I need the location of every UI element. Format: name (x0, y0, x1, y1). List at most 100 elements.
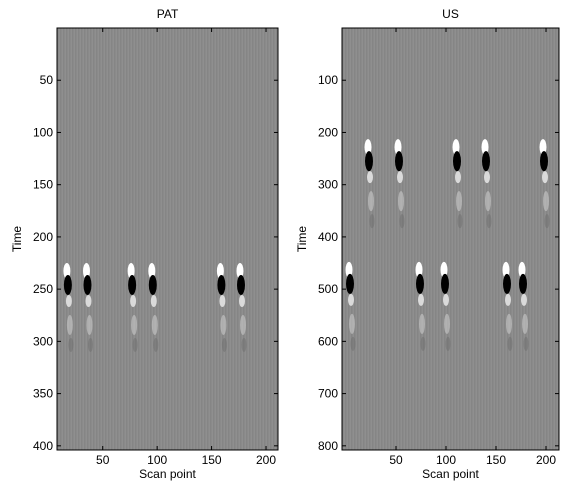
image-texture (342, 28, 559, 450)
blob-white (505, 293, 511, 306)
y-tick-label: 50 (40, 73, 54, 87)
blob-white (345, 261, 353, 278)
y-tick-label: 700 (318, 387, 338, 401)
x-axis-label: Scan point (139, 467, 196, 481)
blob-tail (445, 336, 451, 351)
blob-tail (368, 191, 374, 212)
y-tick-label: 800 (318, 439, 338, 453)
blob-white (236, 262, 244, 279)
y-axis-label: Time (10, 226, 24, 253)
y-tick-label: 300 (33, 334, 53, 348)
blob-white (238, 294, 245, 307)
x-tick-label: 50 (96, 453, 110, 467)
blob-white (455, 171, 461, 184)
signal-blob (518, 261, 529, 351)
blob-tail (399, 214, 405, 229)
y-tick-label: 250 (33, 282, 53, 296)
blob-black (482, 151, 490, 172)
x-tick-label: 150 (202, 453, 222, 467)
blob-tail (131, 314, 138, 335)
blob-black (519, 273, 527, 294)
image-texture (57, 28, 278, 450)
blob-white (348, 293, 354, 306)
blob-white (394, 139, 402, 156)
signal-blob (394, 139, 405, 229)
blob-white (130, 294, 137, 307)
y-tick-label: 600 (318, 334, 338, 348)
blob-white (521, 293, 527, 306)
blob-black (148, 274, 157, 295)
blob-black (217, 274, 226, 295)
blob-white (82, 262, 90, 279)
signal-blob (452, 139, 463, 229)
blob-black (540, 151, 548, 172)
blob-tail (485, 191, 491, 212)
y-tick-label: 200 (318, 125, 338, 139)
blob-tail (398, 191, 404, 212)
blob-white (63, 262, 71, 279)
blob-white (502, 261, 510, 278)
x-tick-label: 100 (147, 453, 167, 467)
blob-white (364, 139, 372, 156)
blob-white (452, 139, 460, 156)
blob-black (63, 274, 72, 295)
chart-title: PAT (157, 7, 179, 21)
blob-white (415, 261, 423, 278)
y-tick-label: 200 (33, 230, 53, 244)
signal-blob (481, 139, 492, 229)
blob-tail (66, 314, 73, 335)
blob-white (440, 261, 448, 278)
blob-tail (349, 313, 355, 334)
blob-white (150, 294, 157, 307)
blob-tail (506, 313, 512, 334)
blob-black (441, 273, 449, 294)
signal-blob (502, 261, 513, 351)
plot-frame (341, 27, 560, 451)
blob-tail (151, 314, 158, 335)
blob-black (453, 151, 461, 172)
blob-white (484, 171, 490, 184)
blob-tail (522, 313, 528, 334)
blob-white (539, 139, 547, 156)
blob-tail (153, 337, 159, 352)
blob-tail (221, 337, 227, 352)
y-tick-label: 400 (33, 439, 53, 453)
blob-tail (350, 336, 356, 351)
blob-tail (457, 214, 463, 229)
blob-white (148, 262, 156, 279)
blob-tail (68, 337, 74, 352)
blob-white (219, 294, 226, 307)
blob-tail (507, 336, 513, 351)
blob-white (127, 262, 135, 279)
blob-black (365, 151, 373, 172)
blob-tail (544, 214, 550, 229)
signal-blob (364, 139, 375, 229)
x-tick-label: 200 (256, 453, 276, 467)
x-tick-label: 150 (486, 453, 506, 467)
plot-frame (56, 27, 279, 451)
y-axis-label: Time (295, 226, 309, 253)
blob-tail (456, 191, 462, 212)
blob-white (518, 261, 526, 278)
signal-blob (82, 262, 93, 352)
y-tick-label: 400 (318, 230, 338, 244)
blob-tail (444, 313, 450, 334)
blob-black (128, 274, 137, 295)
blob-tail (420, 336, 426, 351)
blob-white (85, 294, 92, 307)
signal-blob (148, 262, 159, 352)
x-tick-label: 200 (536, 453, 556, 467)
blob-black (416, 273, 424, 294)
signal-blob (236, 262, 247, 352)
blob-tail (239, 314, 246, 335)
x-tick-label: 100 (436, 453, 456, 467)
signal-blob (440, 261, 451, 351)
y-tick-label: 350 (33, 387, 53, 401)
signal-blob (216, 262, 227, 352)
signal-blob (63, 262, 74, 352)
y-tick-label: 500 (318, 282, 338, 296)
blob-tail (220, 314, 227, 335)
y-tick-label: 150 (33, 178, 53, 192)
blob-black (395, 151, 403, 172)
y-tick-label: 100 (318, 73, 338, 87)
